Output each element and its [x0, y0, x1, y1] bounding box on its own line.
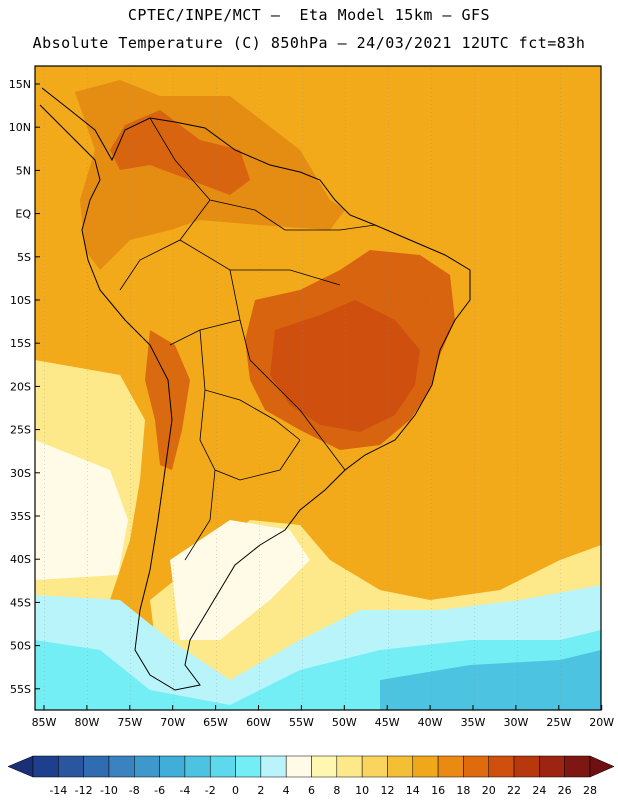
colorbar-label: -4 — [179, 784, 190, 797]
latitude-labels: 15N 10N 5N EQ 5S 10S 15S 20S 25S 30S 35S 40S 45S 50S 5… — [9, 78, 40, 696]
latitude-label: 10N — [9, 121, 31, 134]
colorbar-swatch — [412, 755, 439, 778]
colorbar-label: 28 — [583, 784, 597, 797]
colorbar-label: 22 — [507, 784, 521, 797]
latitude-label: 35S — [10, 510, 31, 523]
colorbar-label: 4 — [283, 784, 290, 797]
latitude-label: EQ — [15, 208, 31, 221]
colorbar-swatch — [361, 755, 388, 778]
longitude-label: 85W — [32, 716, 57, 729]
temperature-colorbar: -14 -12 -10 -8 -6 -4 -2 0 2 4 6 8 10 12 14 16 18 20 22 24 26… — [7, 755, 615, 797]
colorbar-swatch — [159, 755, 186, 778]
longitude-label: 55W — [289, 716, 314, 729]
colorbar-swatch — [235, 755, 262, 778]
colorbar-swatch — [32, 755, 59, 778]
country-borders — [119, 117, 376, 561]
longitude-label: 70W — [160, 716, 185, 729]
longitude-label: 50W — [332, 716, 357, 729]
colorbar-label: 10 — [355, 784, 369, 797]
latitude-label: 15S — [10, 337, 31, 350]
latitude-label: 45S — [10, 596, 31, 609]
longitude-label: 25W — [546, 716, 571, 729]
colorbar-swatch — [184, 755, 211, 778]
latitude-label: 5N — [16, 164, 31, 177]
colorbar-label: -10 — [100, 784, 118, 797]
colorbar-label: -8 — [129, 784, 140, 797]
longitude-label: 80W — [74, 716, 99, 729]
colorbar-swatch — [83, 755, 110, 778]
longitude-labels: 85W 80W 75W 70W 65W 60W 55W 50W 45W 40W 35W 30W 25W 2… — [32, 705, 614, 729]
colorbar-swatch — [209, 755, 236, 778]
colorbar-swatch — [285, 755, 312, 778]
coastline — [39, 87, 471, 691]
colorbar-left-arrow — [7, 755, 34, 778]
colorbar-swatch — [108, 755, 135, 778]
colorbar-label: 0 — [232, 784, 239, 797]
longitude-label: 30W — [503, 716, 528, 729]
colorbar-label: 26 — [558, 784, 572, 797]
colorbar-swatch — [311, 755, 338, 778]
longitude-label: 75W — [117, 716, 142, 729]
longitude-label: 65W — [203, 716, 228, 729]
colorbar-label: 20 — [482, 784, 496, 797]
colorbar-label: 18 — [456, 784, 470, 797]
colorbar-swatch — [513, 755, 540, 778]
colorbar-label: -14 — [49, 784, 67, 797]
colorbar-label: 12 — [380, 784, 394, 797]
map-frame — [34, 65, 602, 711]
colorbar-swatch — [58, 755, 84, 778]
latitude-label: 30S — [10, 467, 31, 480]
colorbar-swatch — [463, 755, 489, 778]
colorbar-label: 8 — [333, 784, 340, 797]
longitude-label: 40W — [418, 716, 443, 729]
colorbar-label: 14 — [406, 784, 420, 797]
latitude-label: 5S — [17, 251, 31, 264]
colorbar-swatch — [488, 755, 515, 778]
colorbar-label: -2 — [205, 784, 216, 797]
latitude-label: 10S — [10, 294, 31, 307]
colorbar-right-arrow — [589, 755, 615, 778]
colorbar-label: 24 — [532, 784, 546, 797]
latitude-label: 50S — [10, 640, 31, 653]
colorbar-swatch — [437, 755, 464, 778]
colorbar-label: -12 — [75, 784, 93, 797]
colorbar-swatch — [336, 755, 363, 778]
longitude-label: 35W — [461, 716, 486, 729]
colorbar-swatch — [564, 755, 591, 778]
colorbar-swatch — [134, 755, 160, 778]
longitude-label: 20W — [589, 716, 614, 729]
latitude-label: 20S — [10, 380, 31, 393]
colorbar-label: -6 — [154, 784, 165, 797]
latitude-label: 40S — [10, 553, 31, 566]
colorbar-label: 6 — [308, 784, 315, 797]
temperature-field — [35, 66, 601, 710]
longitude-label: 60W — [246, 716, 271, 729]
colorbar-label: 2 — [257, 784, 264, 797]
map-title-line1: CPTEC/INPE/MCT — Eta Model 15km — GFS — [127, 6, 491, 24]
map-title-line2: Absolute Temperature (C) 850hPa — 24/03/… — [32, 34, 586, 52]
latitude-label: 25S — [10, 424, 31, 437]
latitude-label: 55S — [10, 683, 31, 696]
colorbar-swatch — [387, 755, 414, 778]
latitude-label: 15N — [9, 78, 31, 91]
colorbar-swatch — [539, 755, 565, 778]
colorbar-label: 16 — [431, 784, 445, 797]
colorbar-swatch — [260, 755, 287, 778]
longitude-label: 45W — [375, 716, 400, 729]
